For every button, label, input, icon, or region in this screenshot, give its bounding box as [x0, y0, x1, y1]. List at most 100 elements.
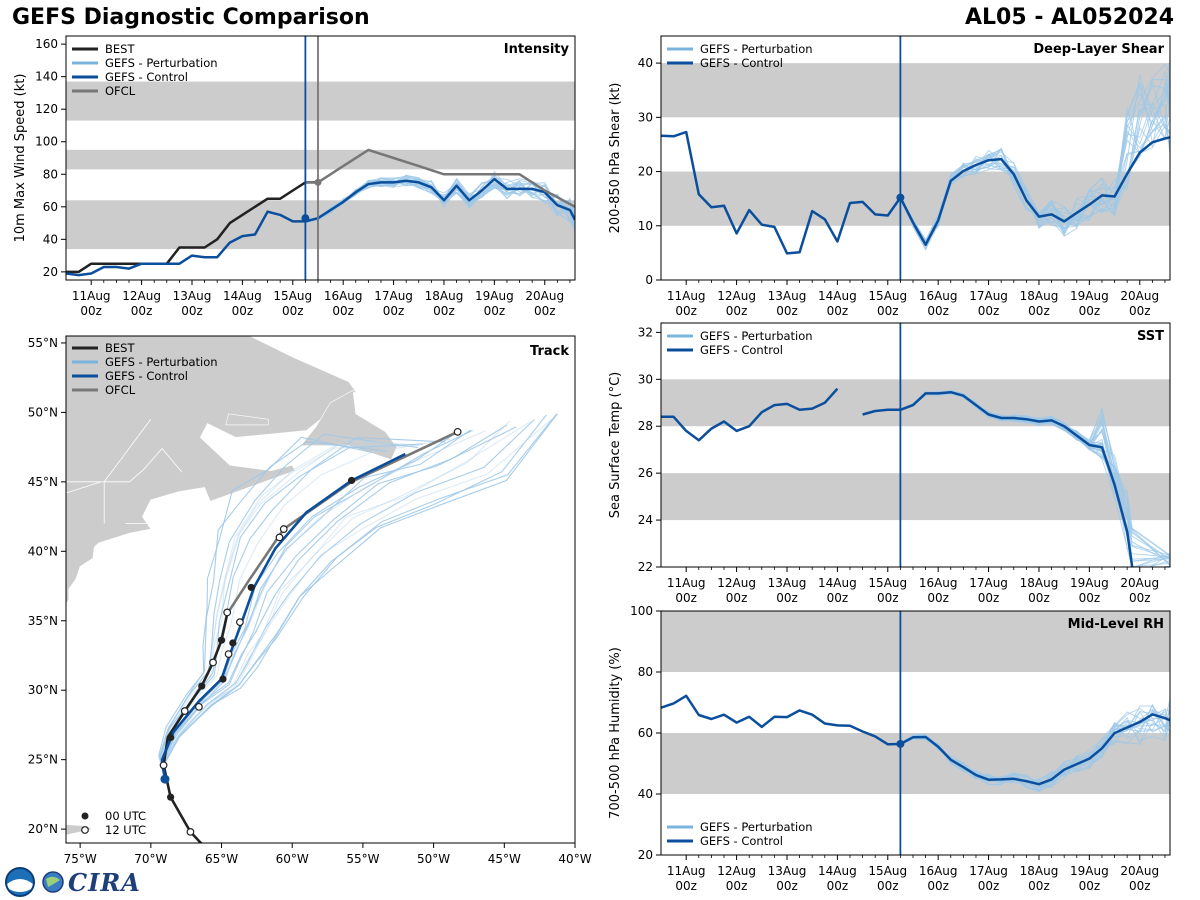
track-legend-12utc-marker [81, 826, 89, 834]
track-12utc-marker [279, 525, 288, 533]
track-perturbation-line [158, 436, 372, 778]
track-control-line [160, 452, 406, 780]
shear-x-tick-label: 11Aug [667, 289, 706, 303]
track-12utc-marker [209, 658, 217, 667]
rh-plot-area [661, 694, 1170, 793]
intensity-frame [65, 35, 576, 281]
shear-gefs-control-line [661, 130, 1170, 255]
rh-control-init-point [896, 739, 905, 748]
intensity-x-tick-label: 12Aug [122, 289, 161, 303]
track-12utc-marker [186, 827, 195, 836]
intensity-x-tick-label: 18Aug [425, 289, 464, 303]
rh-x-tick-label: 00z [1079, 879, 1101, 893]
shear-y-axis-label: 200-850 hPa Shear (kt) [608, 83, 623, 234]
intensity-legend-label: OFCL [105, 84, 136, 98]
track-12utc-marker [195, 702, 203, 711]
sst-panel-title: SST [1137, 329, 1164, 344]
intensity-x-tick-label: 00z [484, 304, 506, 318]
shear-frame [660, 35, 1171, 281]
sst-panel: 11Aug00z12Aug00z13Aug00z14Aug00z15Aug00z… [608, 322, 1171, 605]
track-y-tick-label: 20°N [28, 822, 58, 836]
sst-y-tick-label: 32 [638, 325, 653, 339]
track-y-tick-label: 35°N [28, 614, 58, 628]
track-00utc-marker [229, 639, 237, 647]
track-00utc-marker [198, 682, 206, 690]
track-legend-00utc-marker [81, 812, 89, 820]
rh-x-tick-label: 17Aug [969, 864, 1008, 878]
track-12utc-marker [223, 608, 232, 617]
track-border-line [129, 447, 183, 483]
shear-control-init-point [896, 193, 905, 202]
track-legend-label: GEFS - Control [105, 369, 188, 383]
shear-x-tick-label: 00z [978, 304, 1000, 318]
rh-x-tick-label: 00z [776, 879, 798, 893]
intensity-x-tick-label: 16Aug [324, 289, 363, 303]
rh-x-tick-label: 00z [877, 879, 899, 893]
rh-panel-title: Mid-Level RH [1068, 617, 1164, 632]
track-border-line [66, 481, 102, 494]
globe-icon [42, 871, 64, 893]
track-x-tick-label: 50°W [417, 852, 450, 866]
intensity-legend-label: BEST [105, 42, 135, 56]
shear-x-tick-label: 00z [1079, 304, 1101, 318]
sst-x-tick-label: 00z [1079, 591, 1101, 605]
track-x-tick-label: 70°W [134, 852, 167, 866]
intensity-x-tick-label: 19Aug [475, 289, 514, 303]
track-best-line [162, 613, 229, 843]
track-12utc-marker [275, 533, 284, 542]
shear-plot-area [661, 58, 1170, 255]
intensity-x-tick-label: 00z [332, 304, 354, 318]
noaa-logo-icon [5, 867, 35, 897]
track-y-tick-label: 45°N [28, 475, 58, 489]
shear-x-tick-label: 14Aug [818, 289, 857, 303]
intensity-x-tick-label: 11Aug [72, 289, 111, 303]
rh-y-tick-label: 100 [630, 604, 653, 618]
track-frame [65, 335, 576, 844]
shear-y-tick-label: 30 [638, 110, 653, 124]
track-land-mainland [66, 336, 357, 605]
shear-x-tick-label: 00z [827, 304, 849, 318]
sst-x-tick-label: 00z [927, 591, 949, 605]
sst-x-tick-label: 19Aug [1070, 576, 1109, 590]
shear-x-tick-label: 16Aug [919, 289, 958, 303]
rh-x-tick-label: 00z [978, 879, 1000, 893]
sst-x-tick-label: 00z [827, 591, 849, 605]
track-00utc-marker [167, 733, 175, 742]
rh-x-tick-label: 20Aug [1120, 864, 1159, 878]
rh-x-tick-label: 00z [1129, 879, 1151, 893]
sst-band-0 [661, 473, 1170, 521]
sst-y-tick-label: 30 [638, 372, 653, 386]
intensity-y-axis-label: 10m Max Wind Speed (kt) [13, 74, 28, 243]
shear-x-tick-label: 00z [927, 304, 949, 318]
track-panel-title: Track [530, 344, 569, 359]
intensity-y-tick-label: 100 [35, 135, 58, 149]
sst-x-tick-label: 00z [675, 591, 697, 605]
rh-x-tick-label: 00z [827, 879, 849, 893]
intensity-x-tick-label: 00z [282, 304, 304, 318]
intensity-best-line [66, 181, 318, 274]
track-x-tick-label: 75°W [64, 852, 97, 866]
track-y-tick-label: 40°N [28, 544, 58, 558]
sst-gefs-control-pre-line [661, 387, 839, 442]
track-perturbation-line [159, 439, 410, 779]
sst-x-tick-label: 00z [1129, 591, 1151, 605]
sst-x-tick-label: 13Aug [768, 576, 807, 590]
track-00utc-marker [167, 793, 175, 801]
track-00utc-marker [348, 476, 356, 485]
shear-x-tick-label: 00z [675, 304, 697, 318]
track-12utc-marker [180, 707, 189, 715]
shear-x-tick-label: 20Aug [1120, 289, 1159, 303]
rh-x-tick-label: 15Aug [868, 864, 907, 878]
track-x-tick-label: 55°W [346, 852, 379, 866]
track-x-tick-label: 60°W [276, 852, 309, 866]
track-legend-label: BEST [105, 341, 135, 355]
shear-x-tick-label: 00z [776, 304, 798, 318]
intensity-x-tick-label: 00z [131, 304, 153, 318]
cira-logo-text: CIRA [68, 867, 141, 897]
track-legend-label: 00 UTC [105, 809, 146, 823]
sst-legend-label: GEFS - Control [700, 343, 783, 357]
sst-frame [660, 322, 1171, 568]
track-y-tick-label: 55°N [28, 336, 58, 350]
rh-perturbation-line [900, 702, 1170, 793]
intensity-y-tick-label: 140 [35, 70, 58, 84]
